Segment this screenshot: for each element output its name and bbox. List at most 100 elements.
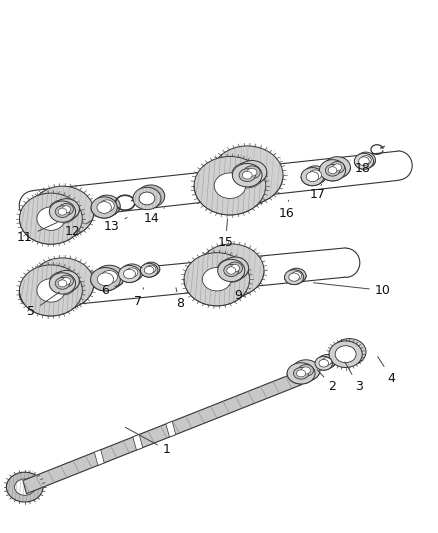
Ellipse shape	[146, 265, 156, 273]
Ellipse shape	[329, 341, 362, 368]
Polygon shape	[19, 212, 94, 244]
Ellipse shape	[59, 275, 74, 287]
Polygon shape	[354, 160, 375, 169]
Text: 4: 4	[378, 357, 396, 385]
Text: 12: 12	[65, 220, 92, 238]
Ellipse shape	[224, 264, 239, 277]
Ellipse shape	[289, 273, 300, 281]
Ellipse shape	[319, 359, 328, 367]
Text: 13: 13	[104, 217, 127, 233]
Text: 17: 17	[309, 184, 325, 201]
Polygon shape	[233, 172, 267, 187]
Ellipse shape	[100, 200, 114, 212]
Polygon shape	[19, 284, 94, 316]
Ellipse shape	[95, 265, 124, 288]
Ellipse shape	[19, 265, 82, 316]
Text: 7: 7	[134, 288, 144, 308]
Polygon shape	[141, 269, 160, 277]
Ellipse shape	[356, 152, 375, 168]
Ellipse shape	[198, 244, 264, 297]
Ellipse shape	[222, 257, 249, 279]
Ellipse shape	[287, 363, 315, 384]
Ellipse shape	[304, 166, 327, 184]
Ellipse shape	[62, 206, 71, 213]
Text: 18: 18	[350, 160, 371, 175]
Polygon shape	[218, 268, 249, 281]
Polygon shape	[49, 209, 79, 222]
Ellipse shape	[335, 346, 356, 363]
Ellipse shape	[97, 273, 113, 286]
Text: 9: 9	[230, 285, 243, 302]
Ellipse shape	[101, 270, 117, 284]
Ellipse shape	[53, 270, 79, 292]
Ellipse shape	[59, 204, 74, 215]
Polygon shape	[94, 450, 104, 465]
Ellipse shape	[228, 262, 243, 274]
Text: 11: 11	[17, 222, 57, 244]
Ellipse shape	[137, 185, 165, 207]
Ellipse shape	[133, 187, 161, 209]
Text: 6: 6	[102, 284, 123, 297]
Ellipse shape	[139, 192, 155, 205]
Ellipse shape	[58, 280, 67, 287]
Ellipse shape	[230, 264, 240, 272]
Polygon shape	[133, 434, 143, 450]
Ellipse shape	[360, 156, 371, 165]
Ellipse shape	[218, 260, 245, 281]
Ellipse shape	[333, 164, 342, 171]
Ellipse shape	[292, 360, 320, 381]
Ellipse shape	[49, 201, 75, 222]
Ellipse shape	[318, 354, 336, 368]
Polygon shape	[184, 270, 264, 306]
Polygon shape	[287, 370, 320, 384]
Ellipse shape	[184, 253, 250, 306]
Polygon shape	[91, 277, 124, 291]
Polygon shape	[23, 372, 301, 494]
Ellipse shape	[37, 207, 65, 230]
Ellipse shape	[306, 172, 319, 182]
Polygon shape	[285, 276, 306, 285]
Polygon shape	[194, 175, 283, 215]
Ellipse shape	[49, 200, 76, 223]
Ellipse shape	[49, 272, 76, 295]
Ellipse shape	[214, 173, 246, 198]
Ellipse shape	[322, 358, 332, 365]
Ellipse shape	[285, 270, 304, 285]
Ellipse shape	[19, 193, 82, 244]
Ellipse shape	[244, 166, 260, 179]
Ellipse shape	[298, 365, 314, 376]
Text: 16: 16	[279, 200, 294, 220]
Ellipse shape	[324, 157, 350, 178]
Ellipse shape	[37, 279, 65, 302]
Text: 14: 14	[144, 208, 164, 225]
Ellipse shape	[325, 165, 340, 176]
Ellipse shape	[359, 157, 369, 166]
Polygon shape	[315, 361, 336, 370]
Ellipse shape	[145, 266, 154, 274]
Text: 5: 5	[27, 292, 60, 318]
Ellipse shape	[232, 163, 263, 188]
Ellipse shape	[94, 195, 120, 216]
Ellipse shape	[126, 268, 138, 277]
Ellipse shape	[239, 169, 255, 182]
Ellipse shape	[124, 269, 135, 279]
Text: 1: 1	[125, 427, 170, 456]
Ellipse shape	[333, 338, 366, 365]
Ellipse shape	[354, 154, 374, 169]
Ellipse shape	[237, 160, 267, 184]
Ellipse shape	[31, 186, 94, 237]
Ellipse shape	[49, 273, 75, 294]
Ellipse shape	[121, 264, 143, 281]
Ellipse shape	[233, 164, 262, 187]
Ellipse shape	[55, 278, 70, 289]
Polygon shape	[301, 175, 327, 185]
Polygon shape	[319, 167, 350, 181]
Ellipse shape	[328, 167, 337, 174]
Ellipse shape	[242, 171, 252, 179]
Ellipse shape	[58, 208, 67, 215]
Text: 3: 3	[345, 362, 363, 393]
Ellipse shape	[31, 258, 94, 309]
Ellipse shape	[227, 267, 236, 274]
Ellipse shape	[293, 368, 309, 379]
Ellipse shape	[62, 278, 71, 285]
